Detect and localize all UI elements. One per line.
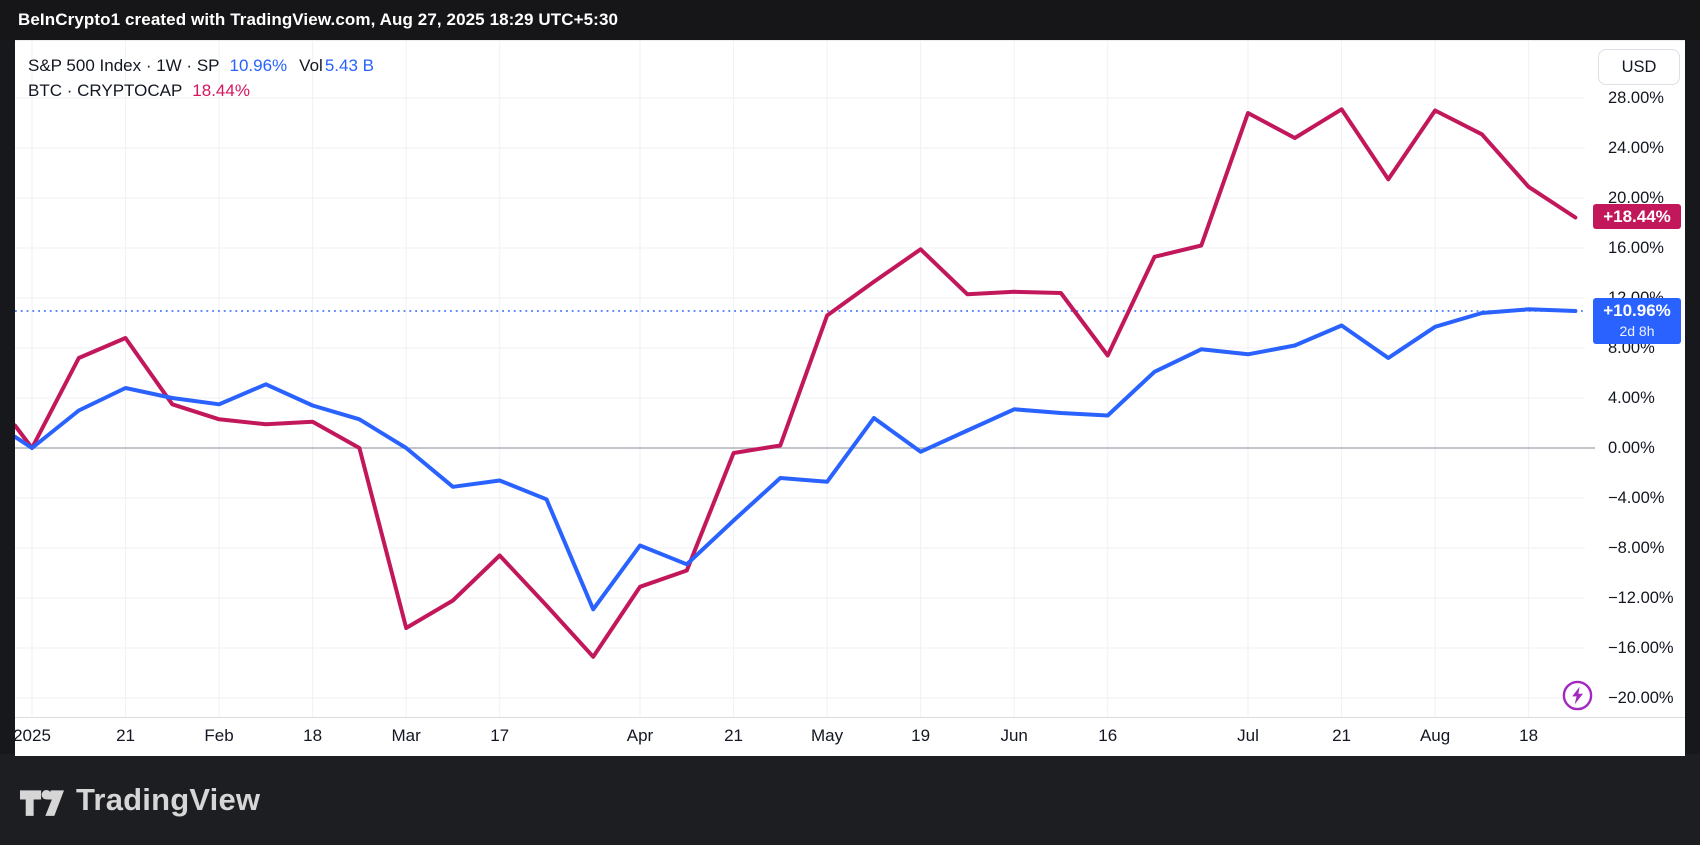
time-axis-tick: 2025 — [13, 726, 51, 745]
legend-row-sp500[interactable]: S&P 500 Index · 1W · SP 10.96% Vol 5.43 B — [28, 53, 374, 78]
time-axis-tick: 18 — [303, 726, 323, 745]
time-axis-tick: May — [811, 726, 844, 745]
time-axis-tick: Feb — [204, 726, 234, 745]
chart-plot-area[interactable] — [15, 41, 1685, 717]
sp500-price-label: +10.96% 2d 8h — [1593, 298, 1681, 344]
time-axis-tick: Jun — [1000, 726, 1028, 745]
time-axis-tick: 21 — [116, 726, 135, 745]
chart-panel: S&P 500 Index · 1W · SP 10.96% Vol 5.43 B B… — [13, 40, 1685, 756]
price-axis-tick: 16.00% — [1608, 239, 1664, 257]
price-axis-tick: −4.00% — [1608, 489, 1665, 507]
tradingview-logo-icon — [20, 789, 64, 816]
chart-legend: S&P 500 Index · 1W · SP 10.96% Vol 5.43 B B… — [28, 53, 374, 103]
sp500-countdown: 2d 8h — [1619, 323, 1655, 339]
price-axis-tick: −16.00% — [1608, 639, 1674, 657]
price-axis-tick: −20.00% — [1608, 689, 1674, 707]
legend-row-btc[interactable]: BTC · CRYPTOCAP 18.44% — [28, 78, 374, 103]
time-axis-tick: 21 — [1332, 726, 1351, 745]
price-axis-tick: 24.00% — [1608, 139, 1664, 157]
legend-sp500-change: 10.96% — [229, 56, 288, 75]
time-axis-tick: Aug — [1419, 726, 1451, 745]
time-axis-tick: 21 — [724, 726, 743, 745]
sp500-price-value: +10.96% — [1603, 301, 1671, 320]
time-axis-tick: 18 — [1519, 726, 1539, 745]
legend-sp500-symbol: S&P 500 Index · 1W · SP — [28, 56, 220, 75]
price-axis-tick: −12.00% — [1608, 589, 1674, 607]
time-axis-tick: Mar — [391, 726, 421, 745]
tradingview-logo-text: TradingView — [76, 781, 261, 817]
price-axis-tick: 0.00% — [1608, 439, 1655, 457]
footer-bar: TradingView — [0, 754, 1700, 845]
time-axis[interactable]: 2025 21 Feb 18 Mar 17 Apr 21 May 19 Jun 16 Jul 21 Aug 1… — [13, 717, 1685, 756]
legend-volume-label: Vol — [299, 56, 323, 75]
price-axis-tick: −8.00% — [1608, 539, 1665, 557]
time-axis-tick: 19 — [911, 726, 931, 745]
time-axis-tick: 16 — [1098, 726, 1118, 745]
price-axis-tick: 20.00% — [1608, 189, 1664, 207]
legend-volume-value: 5.43 B — [324, 56, 374, 75]
price-axis-tick: 28.00% — [1608, 89, 1664, 107]
flash-boost-icon[interactable] — [1562, 680, 1593, 711]
time-axis-tick: Jul — [1237, 726, 1259, 745]
attribution-bar: BeInCrypto1 created with TradingView.com… — [0, 0, 1700, 40]
time-axis-tick: 17 — [490, 726, 510, 745]
legend-btc-symbol: BTC · CRYPTOCAP — [28, 81, 183, 100]
btc-price-label: +18.44% — [1593, 204, 1681, 229]
time-axis-tick: Apr — [626, 726, 654, 745]
attribution-text: BeInCrypto1 created with TradingView.com… — [18, 10, 619, 29]
legend-btc-change: 18.44% — [192, 81, 250, 100]
tradingview-logo[interactable]: TradingView — [0, 782, 260, 818]
currency-toggle-button[interactable]: USD — [1598, 49, 1680, 85]
price-axis-tick: 4.00% — [1608, 389, 1655, 407]
